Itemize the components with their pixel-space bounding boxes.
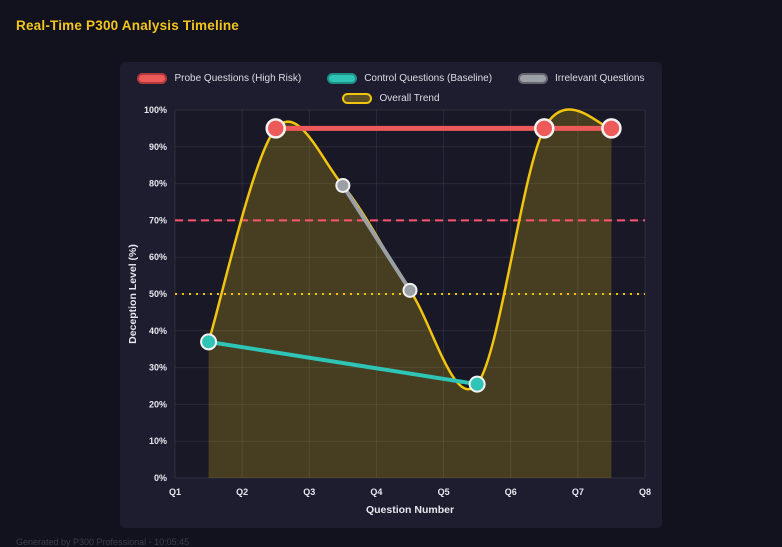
legend-label-control: Control Questions (Baseline)	[364, 73, 493, 84]
trend-line-swatch	[342, 93, 373, 104]
svg-text:Deception Level (%): Deception Level (%)	[127, 244, 139, 344]
svg-text:Q3: Q3	[303, 487, 315, 497]
svg-text:30%: 30%	[149, 363, 167, 373]
svg-text:20%: 20%	[149, 399, 167, 409]
svg-text:70%: 70%	[149, 215, 167, 225]
legend-item-control[interactable]: Control Questions (Baseline)	[327, 73, 492, 84]
svg-text:Q6: Q6	[505, 487, 517, 497]
legend-item-irrelevant[interactable]: Irrelevant Questions	[518, 73, 645, 84]
probe-line-swatch	[137, 73, 168, 84]
svg-text:10%: 10%	[149, 436, 167, 446]
svg-text:40%: 40%	[149, 326, 167, 336]
irrelevant-line-swatch	[518, 73, 549, 84]
legend-row-1: Probe Questions (High Risk) Control Ques…	[137, 69, 645, 88]
svg-text:Q1: Q1	[169, 487, 181, 497]
legend-label-irrelevant: Irrelevant Questions	[555, 73, 645, 84]
legend-item-probe[interactable]: Probe Questions (High Risk)	[137, 73, 301, 84]
svg-text:50%: 50%	[149, 289, 167, 299]
legend-item-trend[interactable]: Overall Trend	[342, 93, 440, 104]
timeline-chart: 0% 10% 20% 30% 40% 50% 60% 70% 80% 90% 100% Q1 Q2 Q3 Q…	[120, 62, 662, 528]
chart-panel: Probe Questions (High Risk) Control Ques…	[120, 62, 662, 528]
legend-label-probe: Probe Questions (High Risk)	[174, 73, 302, 84]
svg-text:0%: 0%	[154, 473, 167, 483]
svg-text:Q4: Q4	[370, 487, 382, 497]
svg-text:Q2: Q2	[236, 487, 248, 497]
svg-text:Q7: Q7	[572, 487, 584, 497]
control-line-swatch	[327, 73, 358, 84]
svg-text:90%: 90%	[149, 142, 167, 152]
svg-text:80%: 80%	[149, 179, 167, 189]
chart-legend: Probe Questions (High Risk) Control Ques…	[120, 69, 662, 108]
svg-text:100%: 100%	[144, 105, 167, 115]
svg-text:Q5: Q5	[438, 487, 450, 497]
legend-row-2: Overall Trend	[342, 89, 440, 108]
svg-text:60%: 60%	[149, 252, 167, 262]
svg-text:Q8: Q8	[639, 487, 651, 497]
legend-label-trend: Overall Trend	[379, 93, 440, 104]
page-title: Real-Time P300 Analysis Timeline	[16, 18, 240, 33]
svg-text:Question Number: Question Number	[366, 504, 454, 516]
footer-note: Generated by P300 Professional - 10:05:4…	[16, 537, 190, 547]
